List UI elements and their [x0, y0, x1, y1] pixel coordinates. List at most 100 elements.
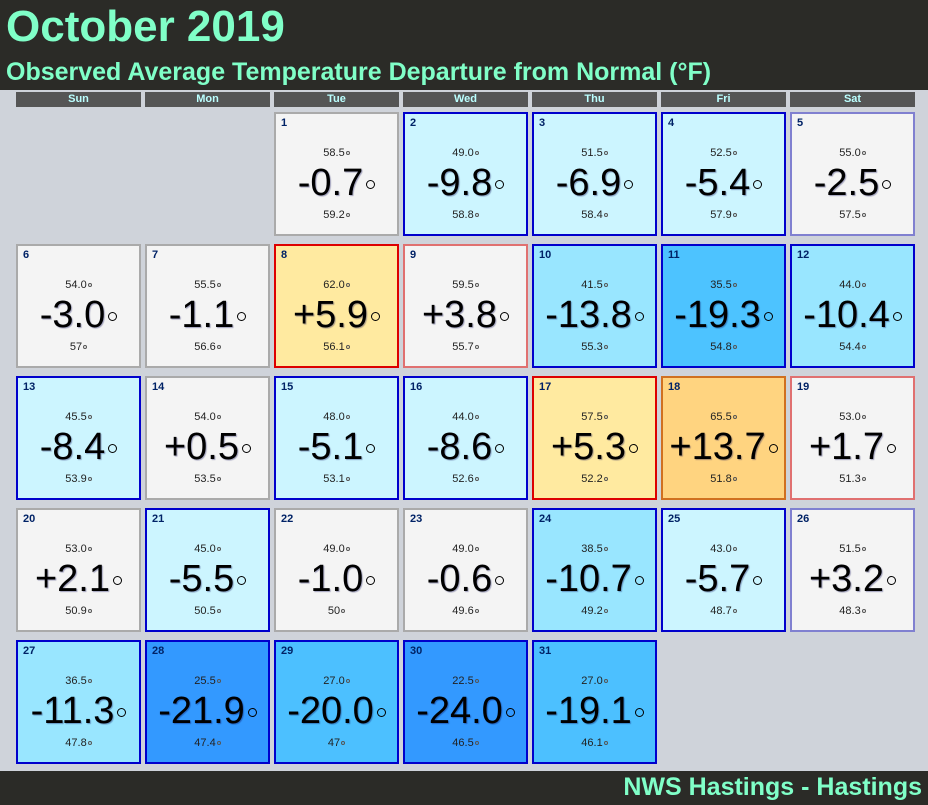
- degree-mark: [732, 609, 737, 614]
- degree-mark: [474, 283, 479, 288]
- degree-mark: [603, 345, 608, 350]
- observed-value: 44.0: [839, 279, 861, 291]
- day-cell: 31 27.0 -19.1 46.1: [532, 640, 657, 764]
- observed-value: 49.0: [323, 543, 345, 555]
- normal-value: 53.9: [65, 473, 87, 485]
- day-number: 30: [410, 645, 423, 657]
- departure: -8.4: [18, 426, 139, 469]
- day-number: 17: [539, 381, 552, 393]
- observed-temp: 48.0: [276, 411, 397, 423]
- degree-mark: [87, 547, 92, 552]
- observed-value: 25.5: [194, 675, 216, 687]
- day-cell: 6 54.0 -3.0 57: [16, 244, 141, 368]
- normal-temp: 51.8: [663, 473, 784, 485]
- departure: +3.8: [405, 294, 526, 337]
- observed-temp: 45.5: [18, 411, 139, 423]
- normal-value: 51.3: [839, 473, 861, 485]
- day-cell: 7 55.5 -1.1 56.6: [145, 244, 270, 368]
- degree-mark: [603, 679, 608, 684]
- normal-value: 52.6: [452, 473, 474, 485]
- normal-value: 49.2: [581, 605, 603, 617]
- degree-mark: [341, 741, 346, 746]
- normal-temp: 54.4: [792, 341, 913, 353]
- departure-value: -1.1: [168, 294, 235, 336]
- observed-temp: 54.0: [147, 411, 268, 423]
- degree-mark: [768, 444, 778, 454]
- normal-value: 47.4: [194, 737, 216, 749]
- day-number: 3: [539, 117, 546, 129]
- normal-temp: 57: [18, 341, 139, 353]
- degree-mark: [345, 477, 350, 482]
- normal-temp: 52.6: [405, 473, 526, 485]
- degree-mark: [887, 576, 897, 586]
- day-number: 11: [668, 249, 680, 261]
- degree-mark: [216, 477, 221, 482]
- degree-mark: [242, 444, 252, 454]
- normal-temp: 50: [276, 605, 397, 617]
- degree-mark: [732, 415, 737, 420]
- departure-value: +5.3: [550, 426, 627, 468]
- normal-value: 49.6: [452, 605, 474, 617]
- normal-temp: 53.5: [147, 473, 268, 485]
- observed-temp: 62.0: [276, 279, 397, 291]
- normal-value: 56.6: [194, 341, 216, 353]
- day-cell: 27 36.5 -11.3 47.8: [16, 640, 141, 764]
- normal-value: 48.3: [839, 605, 861, 617]
- departure: -1.0: [276, 558, 397, 601]
- departure-value: -0.7: [297, 162, 364, 204]
- normal-temp: 50.5: [147, 605, 268, 617]
- normal-value: 57.5: [839, 209, 861, 221]
- degree-mark: [371, 312, 381, 322]
- degree-mark: [500, 312, 510, 322]
- observed-temp: 38.5: [534, 543, 655, 555]
- degree-mark: [474, 741, 479, 746]
- departure-value: -5.4: [684, 162, 751, 204]
- day-cell: 3 51.5 -6.9 58.4: [532, 112, 657, 236]
- departure: -1.1: [147, 294, 268, 337]
- day-number: 10: [539, 249, 552, 261]
- observed-value: 27.0: [581, 675, 603, 687]
- normal-temp: 53.1: [276, 473, 397, 485]
- normal-value: 47.8: [65, 737, 87, 749]
- departure: -10.4: [792, 294, 913, 337]
- degree-mark: [603, 213, 608, 218]
- observed-value: 58.5: [323, 147, 345, 159]
- departure-value: -5.1: [297, 426, 364, 468]
- day-cell: 16 44.0 -8.6 52.6: [403, 376, 528, 500]
- normal-value: 48.7: [710, 605, 732, 617]
- title: October 2019: [6, 2, 285, 51]
- degree-mark: [603, 547, 608, 552]
- degree-mark: [247, 708, 257, 718]
- observed-temp: 53.0: [18, 543, 139, 555]
- observed-temp: 27.0: [276, 675, 397, 687]
- normal-temp: 57.9: [663, 209, 784, 221]
- departure-value: -5.7: [684, 558, 751, 600]
- normal-temp: 56.6: [147, 341, 268, 353]
- day-cell: 11 35.5 -19.3 54.8: [661, 244, 786, 368]
- departure: -9.8: [405, 162, 526, 205]
- observed-temp: 49.0: [405, 543, 526, 555]
- normal-value: 52.2: [581, 473, 603, 485]
- day-cell: 26 51.5 +3.2 48.3: [790, 508, 915, 632]
- degree-mark: [495, 180, 505, 190]
- departure: -10.7: [534, 558, 655, 601]
- departure: -8.6: [405, 426, 526, 469]
- degree-mark: [474, 679, 479, 684]
- departure-value: -0.6: [426, 558, 493, 600]
- day-number: 28: [152, 645, 165, 657]
- day-number: 5: [797, 117, 804, 129]
- departure: +1.7: [792, 426, 913, 469]
- degree-mark: [505, 708, 515, 718]
- observed-value: 51.5: [839, 543, 861, 555]
- degree-mark: [753, 180, 763, 190]
- degree-mark: [474, 547, 479, 552]
- degree-mark: [603, 609, 608, 614]
- normal-value: 55.7: [452, 341, 474, 353]
- degree-mark: [495, 576, 505, 586]
- normal-value: 50.9: [65, 605, 87, 617]
- departure-value: +3.2: [808, 558, 885, 600]
- normal-temp: 55.7: [405, 341, 526, 353]
- degree-mark: [345, 283, 350, 288]
- departure-value: -10.4: [803, 294, 890, 336]
